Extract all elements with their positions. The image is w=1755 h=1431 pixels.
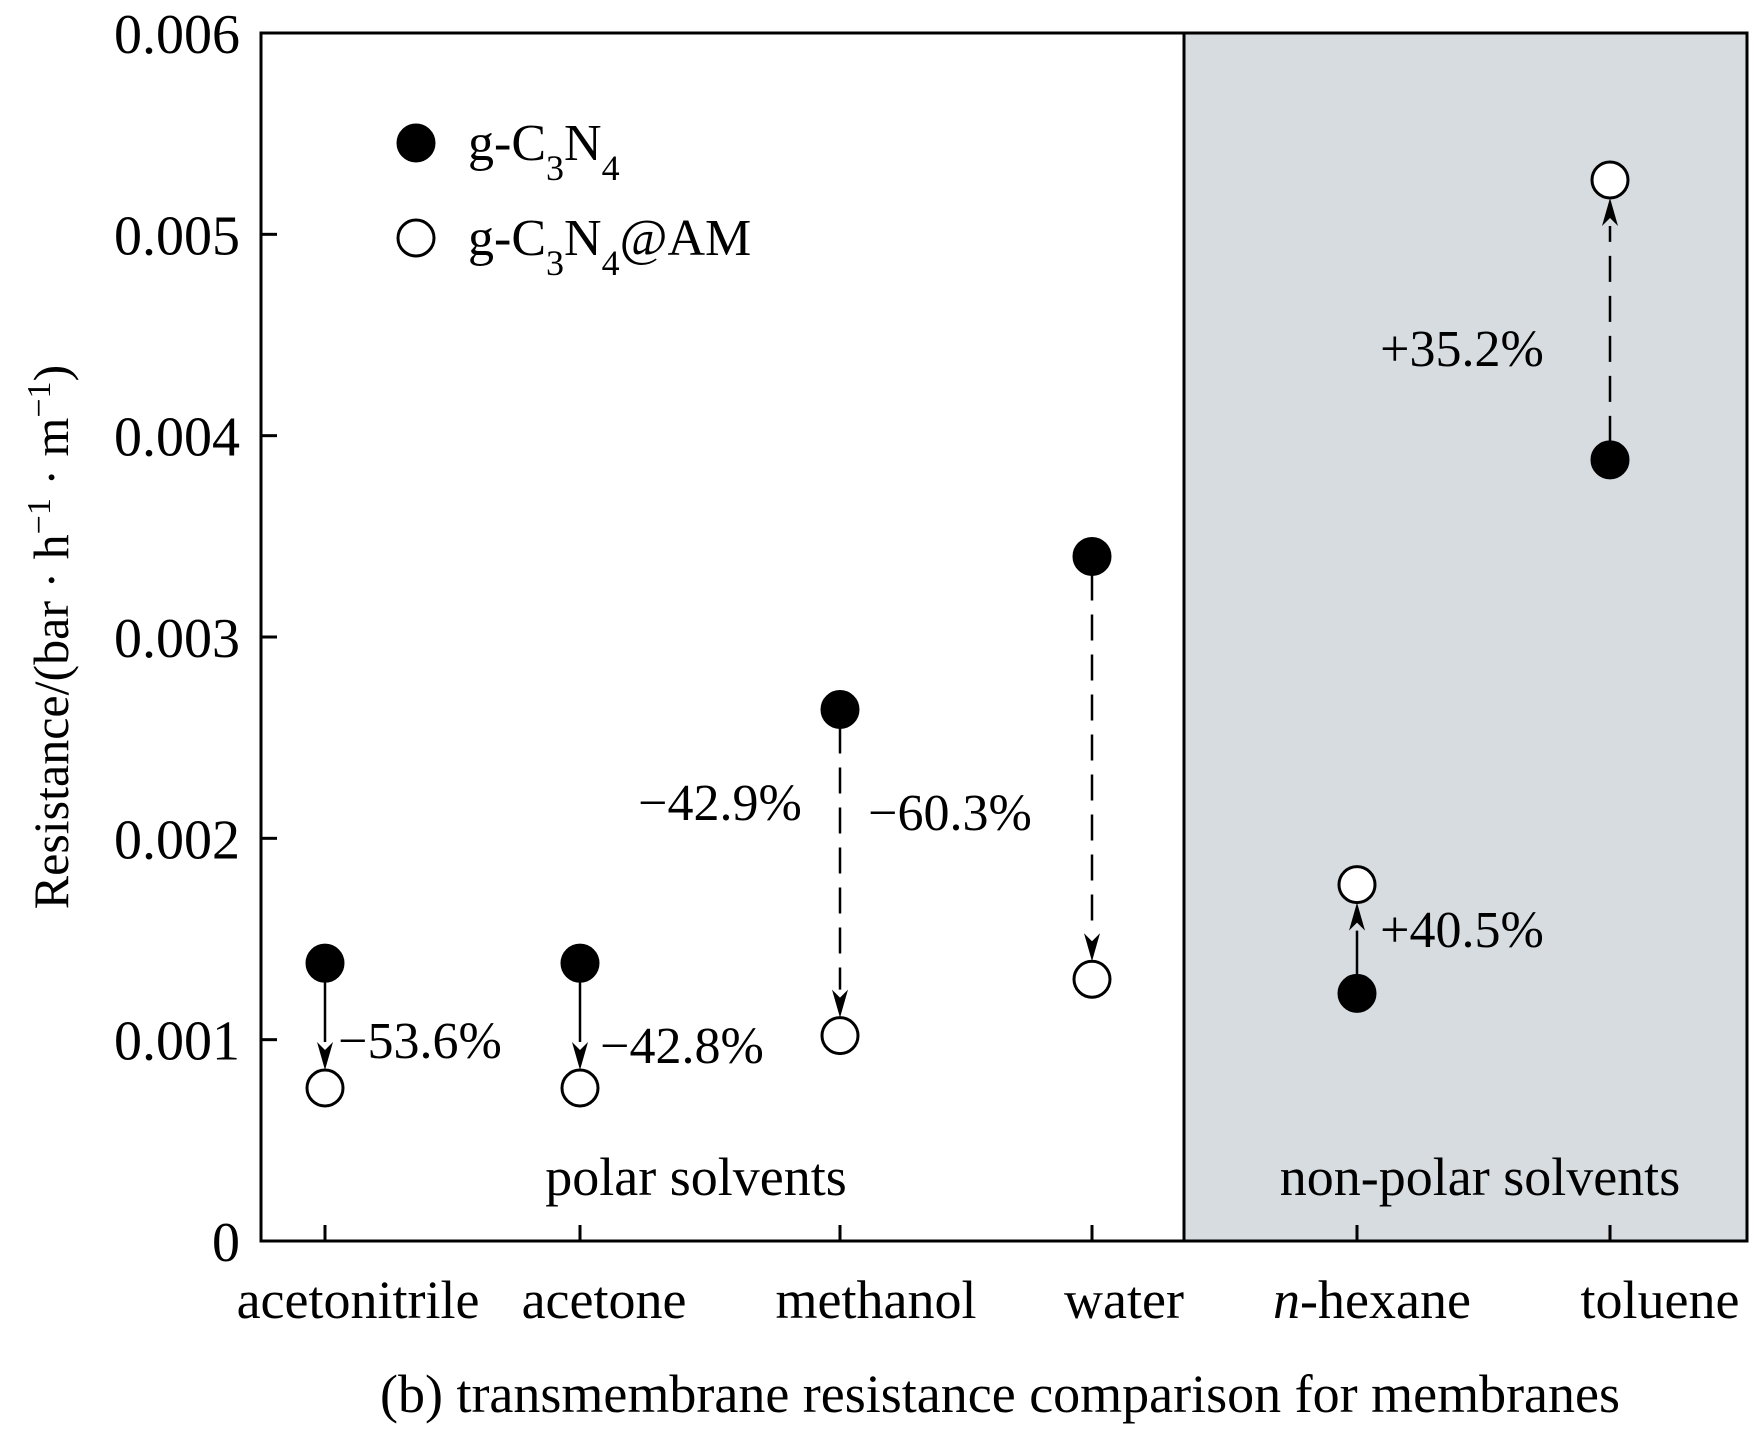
change-label-toluene: +35.2%	[1380, 321, 1544, 378]
point-g-c3n4-toluene	[1590, 440, 1630, 480]
x-tick-labels: acetonitrile acetone methanol water n-hexane…	[237, 1270, 1740, 1330]
legend-label-g-c3n4-am: g-C3N4@AM	[468, 210, 751, 283]
arrowhead-n-hexane	[1349, 902, 1365, 931]
point-g-c3n4-acetone	[560, 943, 600, 983]
y-axis-label: Resistance/(bar · h−1 · m−1)	[21, 365, 80, 909]
arrowhead-water	[1084, 933, 1100, 962]
axis-ticks	[261, 232, 1612, 1241]
arrowhead-toluene	[1602, 197, 1618, 226]
point-g-c3n4-am-acetone	[560, 1068, 600, 1108]
legend: g-C3N4 g-C3N4@AM	[396, 115, 751, 283]
arrowhead-acetone	[572, 1041, 588, 1070]
point-g-c3n4-am-n-hexane	[1337, 865, 1377, 905]
y-tick-label-0-001: 0.001	[114, 1011, 240, 1073]
region-labels: polar solvents non-polar solvents	[545, 1147, 1680, 1207]
x-tick-label-acetone: acetone	[522, 1270, 687, 1330]
x-tick-label-water: water	[1064, 1270, 1184, 1330]
change-label-methanol: −42.9%	[638, 775, 802, 832]
x-tick-label-acetonitrile: acetonitrile	[237, 1270, 480, 1330]
point-g-c3n4-am-acetonitrile	[305, 1068, 345, 1108]
x-tick-label-toluene: toluene	[1581, 1270, 1740, 1330]
point-g-c3n4-acetonitrile	[305, 943, 345, 983]
figure-caption: (b) transmembrane resistance comparison …	[380, 1364, 1620, 1424]
region-label-non-polar-solvents: non-polar solvents	[1280, 1147, 1680, 1207]
arrowhead-acetonitrile	[317, 1041, 333, 1070]
y-tick-label-0-004: 0.004	[114, 407, 240, 469]
y-tick-label-0-005: 0.005	[114, 205, 240, 267]
x-tick-label-methanol: methanol	[776, 1270, 977, 1330]
region-label-polar-solvents: polar solvents	[545, 1147, 846, 1207]
data-points	[305, 160, 1630, 1108]
point-g-c3n4-n-hexane	[1337, 973, 1377, 1013]
y-tick-label-0-003: 0.003	[114, 608, 240, 670]
change-label-water: −60.3%	[868, 785, 1032, 842]
point-g-c3n4-methanol	[820, 689, 860, 729]
non-polar-region-shade	[1184, 33, 1747, 1241]
y-tick-label-0: 0	[212, 1212, 240, 1274]
legend-marker-g-c3n4-am	[396, 218, 436, 258]
y-tick-label-0-006: 0.006	[114, 4, 240, 66]
change-connectors	[317, 197, 1618, 1070]
y-tick-labels: 0 0.001 0.002 0.003 0.004 0.005 0.006	[114, 4, 240, 1274]
point-g-c3n4-water	[1072, 536, 1112, 576]
point-g-c3n4-am-toluene	[1590, 160, 1630, 200]
change-label-n-hexane: +40.5%	[1380, 902, 1544, 959]
point-g-c3n4-am-water	[1072, 959, 1112, 999]
x-tick-label-n-hexane: n-hexane	[1273, 1270, 1471, 1330]
change-label-acetone: −42.8%	[600, 1018, 764, 1075]
point-g-c3n4-am-methanol	[820, 1016, 860, 1056]
change-label-acetonitrile: −53.6%	[338, 1013, 502, 1070]
legend-label-g-c3n4: g-C3N4	[468, 115, 620, 188]
y-tick-label-0-002: 0.002	[114, 809, 240, 871]
legend-marker-g-c3n4	[396, 123, 436, 163]
arrowhead-methanol	[832, 989, 848, 1018]
change-labels: −53.6% −42.8% −42.9% −60.3% +40.5% +35.2%	[338, 321, 1544, 1075]
